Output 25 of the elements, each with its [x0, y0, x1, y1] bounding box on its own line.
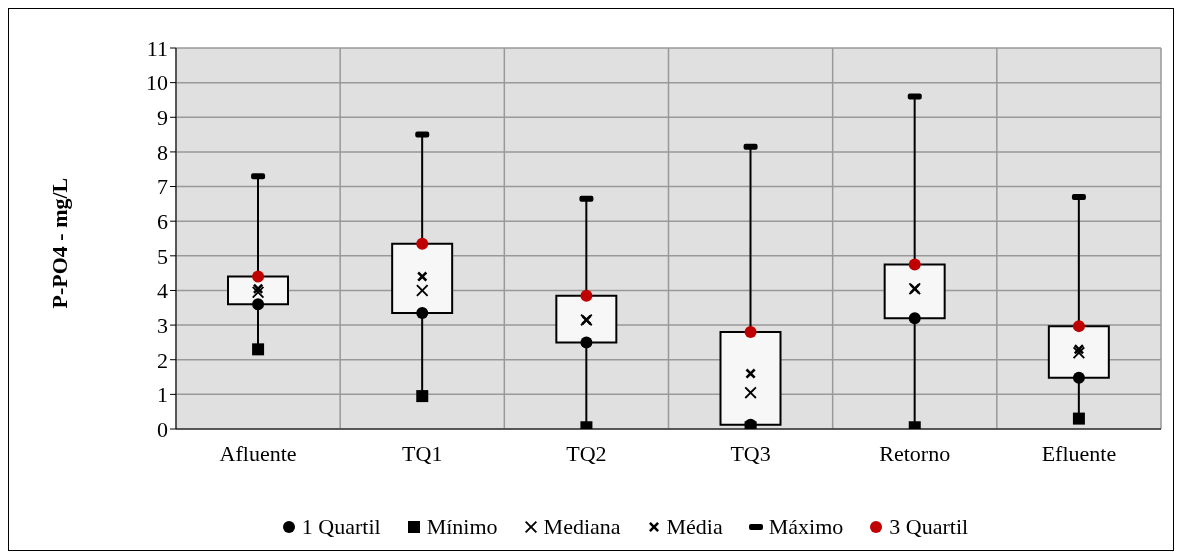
- y-tick-label: 10: [146, 70, 168, 96]
- y-tick-label: 11: [146, 35, 168, 61]
- y-tick-label: 0: [157, 416, 168, 442]
- y-tick-label: 3: [157, 312, 168, 338]
- x-tick-label: TQ3: [730, 440, 771, 466]
- y-tick-label: 8: [157, 139, 168, 165]
- x-tick-label: Afluente: [219, 440, 297, 466]
- y-tick-label: 4: [157, 278, 168, 304]
- y-tick-label: 7: [157, 174, 168, 200]
- legend-label: Média: [665, 514, 723, 540]
- legend-label: 1 Quartil: [300, 514, 381, 540]
- y-tick-label: 5: [157, 243, 168, 269]
- legend-label: Máximo: [767, 514, 844, 540]
- y-tick-label: 6: [157, 208, 168, 234]
- legend-label: 3 Quartil: [888, 514, 969, 540]
- y-tick-label: 9: [157, 105, 168, 131]
- x-tick-label: TQ1: [402, 440, 443, 466]
- y-tick-label: 2: [157, 347, 168, 373]
- x-tick-label: Efluente: [1041, 440, 1117, 466]
- x-tick-label: TQ2: [566, 440, 607, 466]
- x-tick-label: Retorno: [879, 440, 951, 466]
- legend-label: Mínimo: [425, 514, 498, 540]
- y-axis-title: P-PO4 - mg/L: [46, 177, 72, 309]
- legend-label: Mediana: [542, 514, 621, 540]
- y-tick-label: 1: [157, 382, 168, 408]
